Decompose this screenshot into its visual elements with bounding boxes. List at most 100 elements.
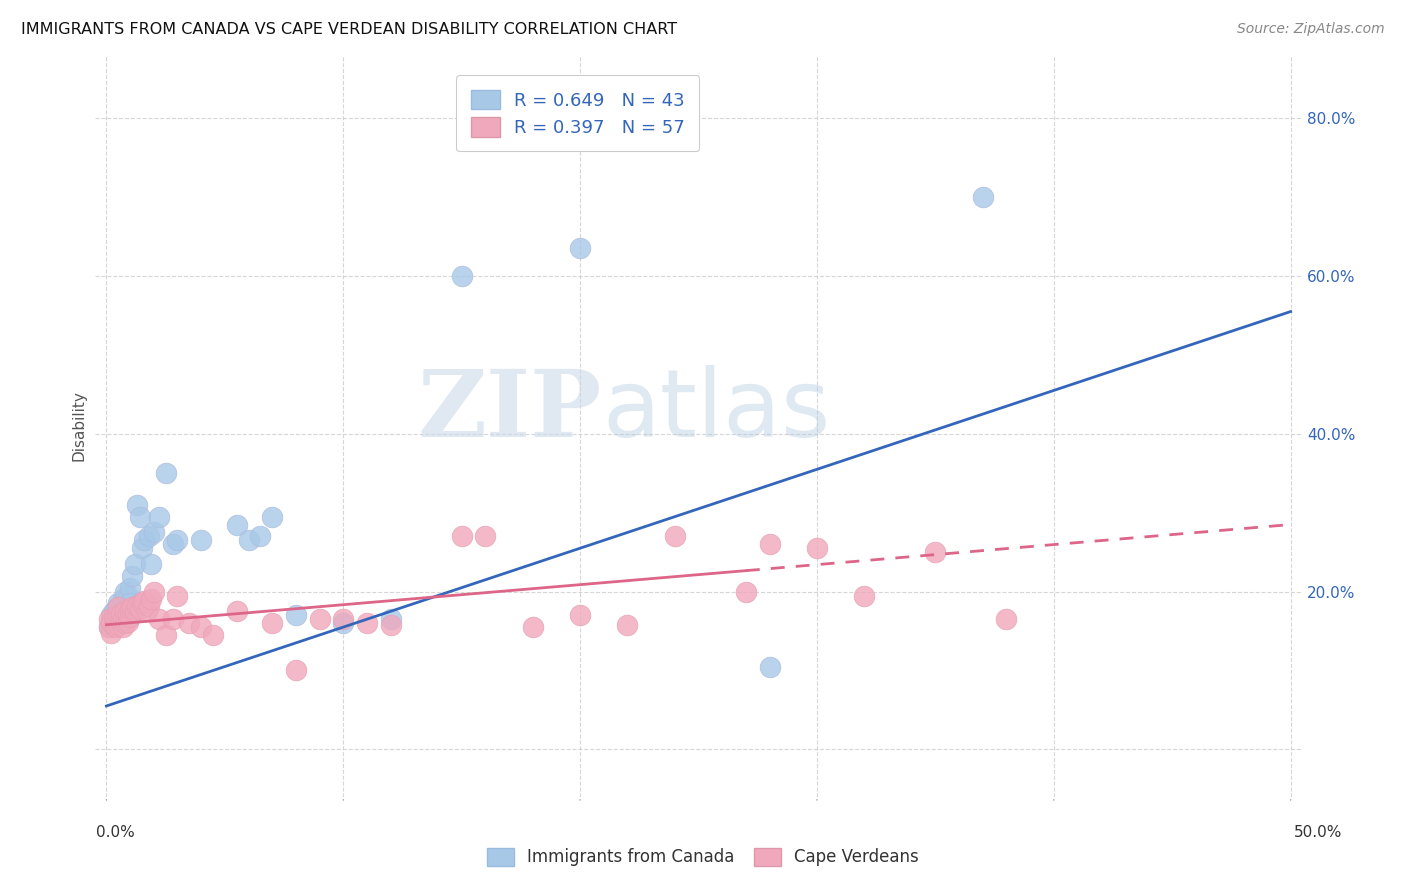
Point	[107, 600, 129, 615]
Text: Source: ZipAtlas.com: Source: ZipAtlas.com	[1237, 22, 1385, 37]
Point	[853, 589, 876, 603]
Point	[924, 545, 946, 559]
Point	[110, 612, 132, 626]
Point	[104, 612, 127, 626]
Point	[201, 628, 224, 642]
Text: ZIP: ZIP	[418, 366, 602, 456]
Point	[114, 584, 136, 599]
Point	[522, 620, 544, 634]
Point	[124, 604, 146, 618]
Point	[131, 541, 153, 556]
Point	[735, 584, 758, 599]
Point	[100, 615, 122, 629]
Point	[148, 509, 170, 524]
Point	[135, 604, 157, 618]
Point	[114, 604, 136, 618]
Point	[110, 600, 132, 615]
Point	[134, 594, 156, 608]
Point	[142, 584, 165, 599]
Point	[103, 604, 125, 618]
Point	[806, 541, 828, 556]
Point	[141, 592, 163, 607]
Point	[758, 659, 780, 673]
Point	[308, 612, 330, 626]
Point	[238, 533, 260, 548]
Point	[616, 617, 638, 632]
Point	[148, 612, 170, 626]
Point	[120, 596, 142, 610]
Point	[111, 620, 134, 634]
Point	[128, 509, 150, 524]
Point	[225, 517, 247, 532]
Point	[128, 602, 150, 616]
Point	[262, 616, 284, 631]
Point	[179, 616, 201, 631]
Point	[356, 616, 378, 631]
Point	[138, 599, 160, 613]
Point	[166, 589, 188, 603]
Point	[569, 242, 592, 256]
Point	[131, 596, 153, 610]
Point	[190, 620, 212, 634]
Point	[474, 529, 496, 543]
Point	[332, 612, 354, 626]
Point	[284, 608, 307, 623]
Point	[107, 607, 129, 621]
Point	[162, 612, 184, 626]
Point	[127, 599, 149, 613]
Text: atlas: atlas	[602, 365, 830, 457]
Text: IMMIGRANTS FROM CANADA VS CAPE VERDEAN DISABILITY CORRELATION CHART: IMMIGRANTS FROM CANADA VS CAPE VERDEAN D…	[21, 22, 678, 37]
Point	[262, 509, 284, 524]
Text: 50.0%: 50.0%	[1295, 825, 1343, 840]
Point	[155, 628, 177, 642]
Point	[166, 533, 188, 548]
Point	[120, 581, 142, 595]
Point	[117, 607, 139, 621]
Point	[121, 569, 143, 583]
Point	[114, 596, 136, 610]
Point	[104, 602, 127, 616]
Point	[134, 533, 156, 548]
Point	[104, 620, 127, 634]
Point	[664, 529, 686, 543]
Point	[450, 529, 472, 543]
Point	[103, 617, 125, 632]
Point	[380, 612, 402, 626]
Point	[380, 617, 402, 632]
Point	[100, 608, 122, 623]
Point	[117, 589, 139, 603]
Point	[758, 537, 780, 551]
Point	[124, 557, 146, 571]
Point	[190, 533, 212, 548]
Point	[120, 602, 142, 616]
Point	[138, 529, 160, 543]
Point	[114, 616, 136, 631]
Point	[97, 620, 120, 634]
Y-axis label: Disability: Disability	[72, 391, 86, 461]
Point	[110, 615, 132, 629]
Point	[107, 608, 129, 623]
Point	[103, 610, 125, 624]
Point	[111, 592, 134, 607]
Text: 0.0%: 0.0%	[96, 825, 135, 840]
Legend: Immigrants from Canada, Cape Verdeans: Immigrants from Canada, Cape Verdeans	[478, 839, 928, 875]
Point	[111, 612, 134, 626]
Point	[162, 537, 184, 551]
Point	[100, 625, 122, 640]
Point	[107, 617, 129, 632]
Point	[284, 664, 307, 678]
Point	[142, 525, 165, 540]
Point	[332, 616, 354, 631]
Point	[117, 615, 139, 629]
Point	[97, 612, 120, 626]
Point	[120, 610, 142, 624]
Point	[995, 612, 1018, 626]
Point	[450, 268, 472, 283]
Point	[121, 600, 143, 615]
Point	[249, 529, 271, 543]
Point	[111, 608, 134, 623]
Point	[127, 498, 149, 512]
Point	[104, 610, 127, 624]
Point	[155, 467, 177, 481]
Point	[225, 604, 247, 618]
